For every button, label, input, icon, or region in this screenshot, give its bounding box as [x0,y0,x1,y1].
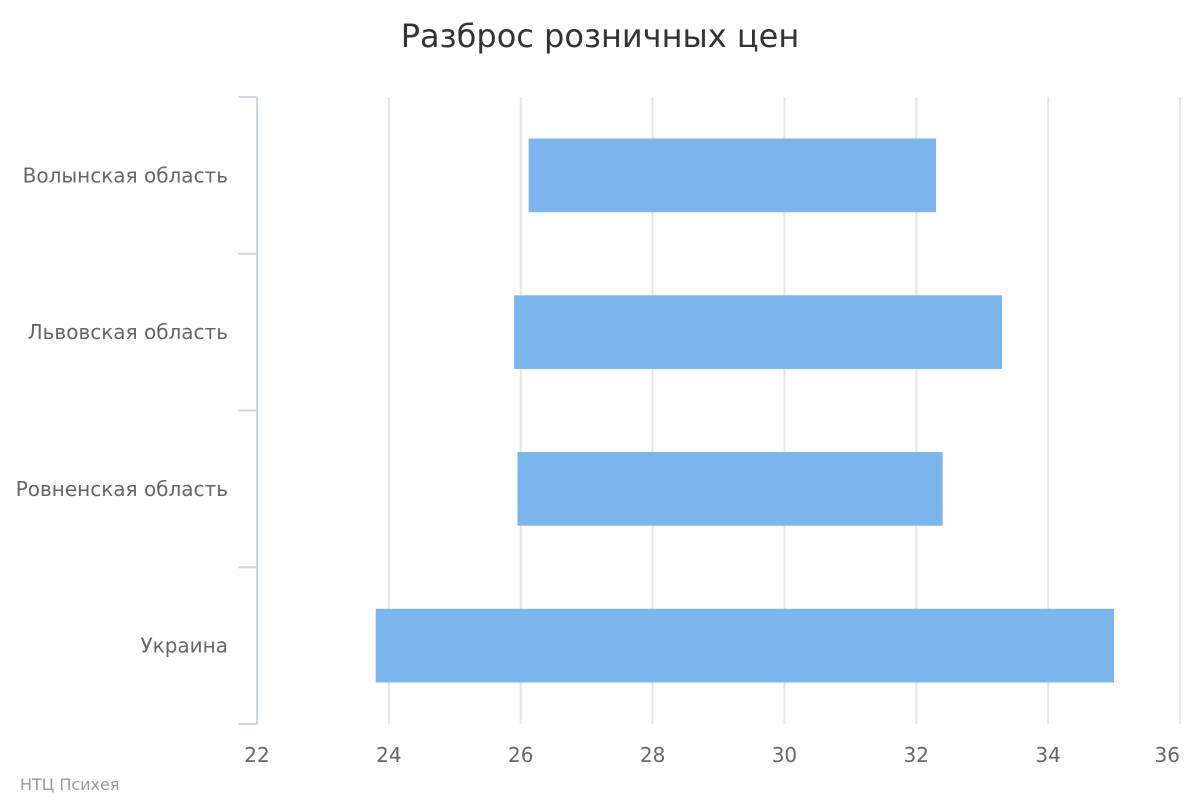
bar[interactable] [517,452,943,526]
x-tick-label: 30 [772,743,797,767]
chart-credit[interactable]: НТЦ Психея [20,775,119,794]
category-labels: Волынская область Львовская область Ровнен… [16,163,228,657]
x-tick-label: 22 [244,743,269,767]
bar[interactable] [375,608,1115,683]
category-label: Ровненская область [16,477,228,501]
x-tick-label: 34 [1035,743,1060,767]
category-axis [238,96,258,725]
bar[interactable] [514,295,1002,369]
x-tick-label: 28 [640,743,665,767]
bar[interactable] [528,138,937,213]
x-tick-label: 24 [376,743,401,767]
chart-title: Разброс розничных цен [401,17,800,55]
bars [375,138,1115,683]
x-tick-label: 32 [904,743,929,767]
category-label: Львовская область [28,320,228,344]
x-tick-labels: 22 24 26 28 30 32 34 36 [244,743,1180,767]
x-tick-label: 36 [1155,743,1180,767]
category-label: Волынская область [23,163,228,187]
x-tick-label: 26 [508,743,533,767]
category-label: Украина [140,634,228,658]
